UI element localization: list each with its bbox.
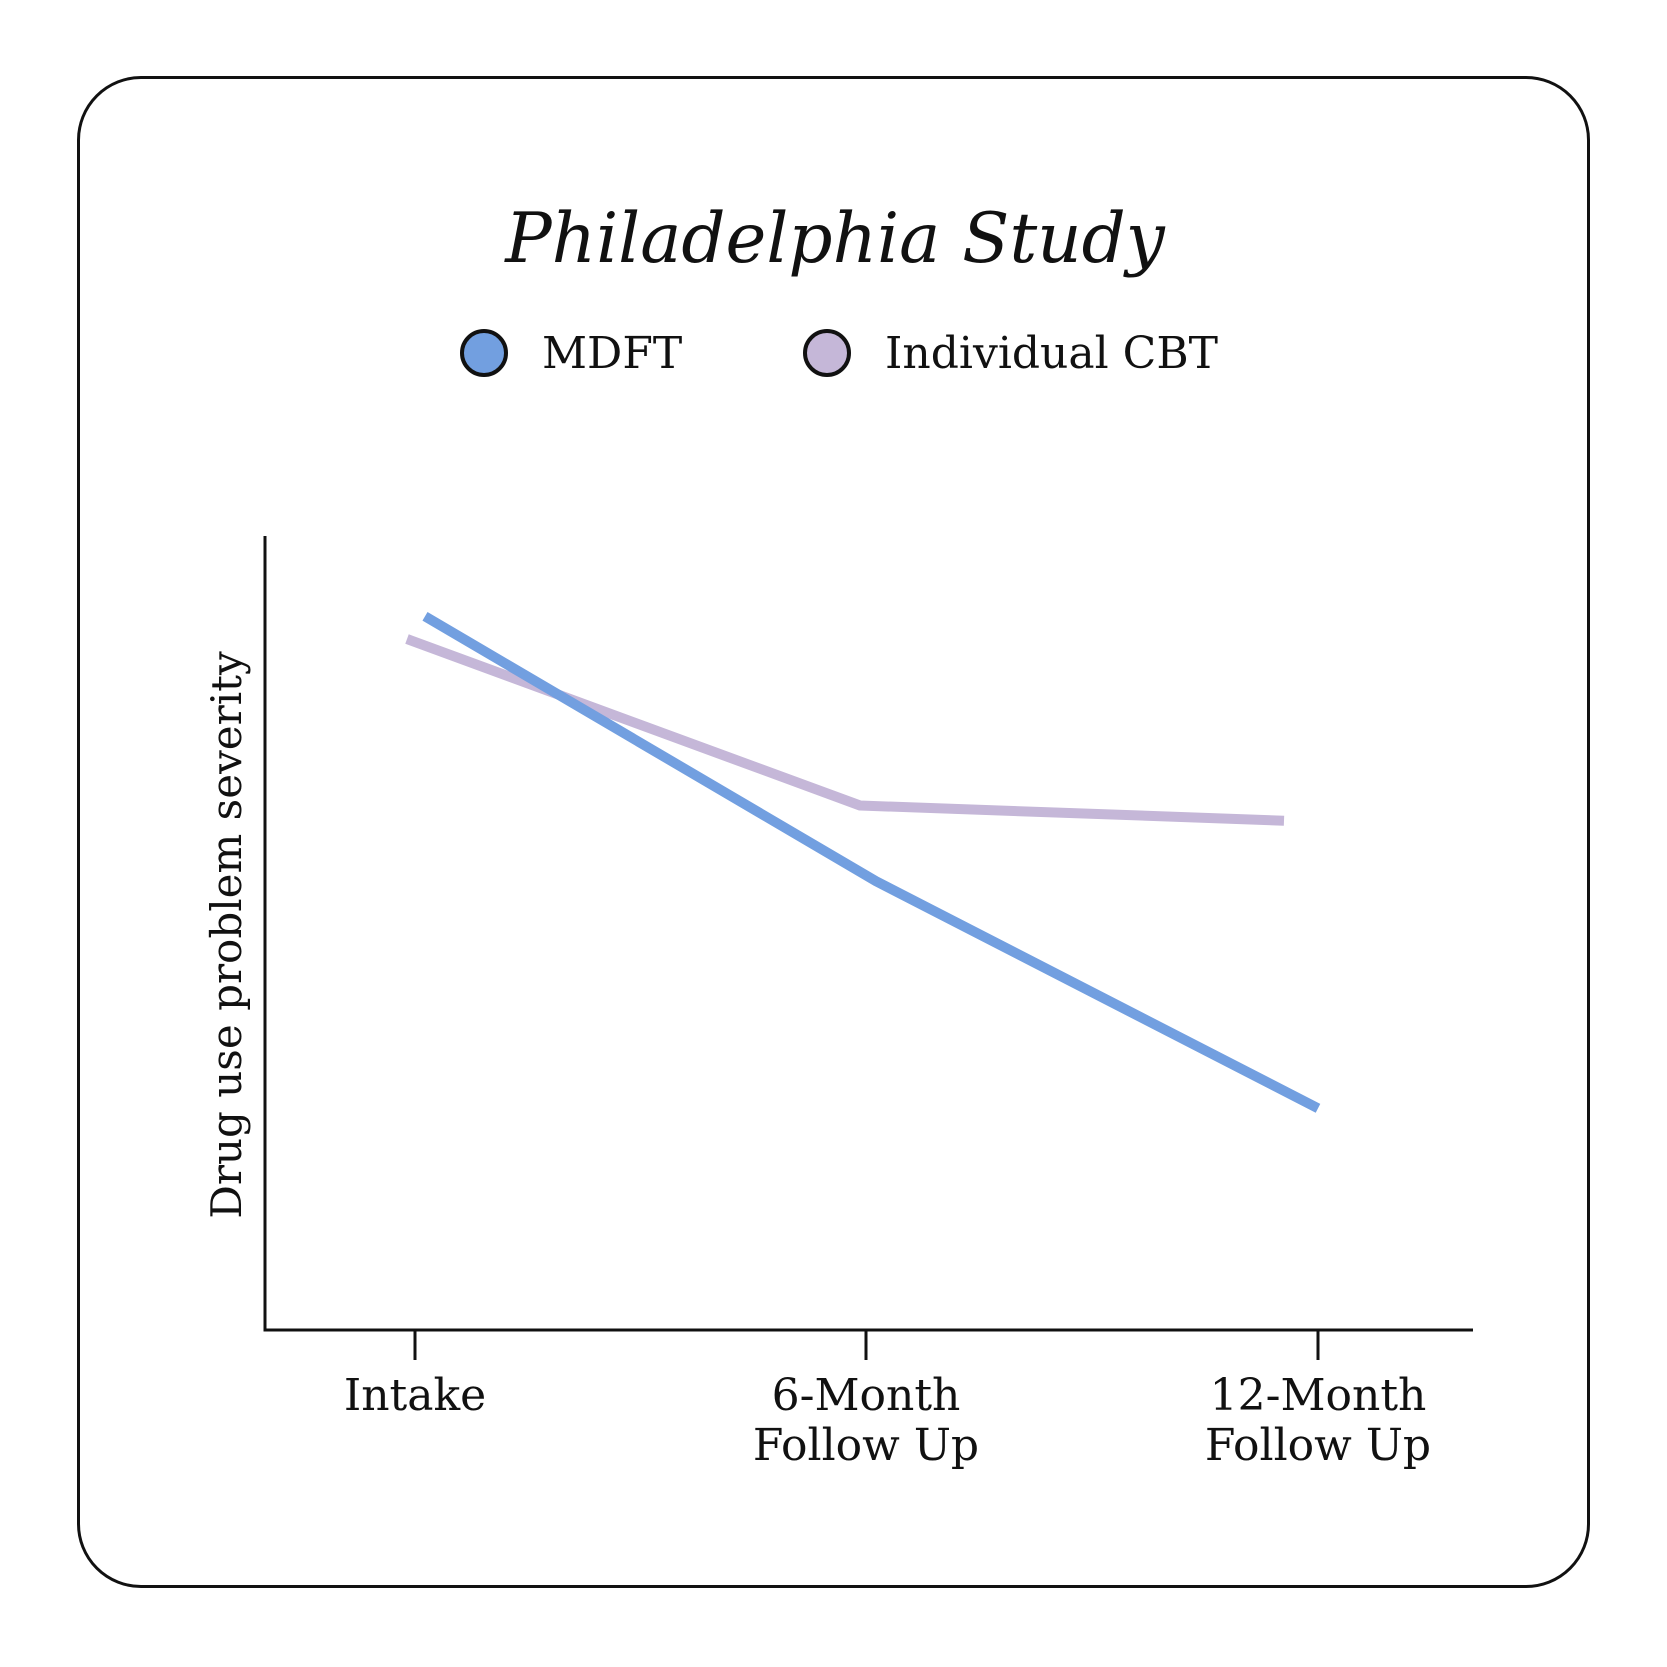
series-lines — [405, 611, 1321, 1113]
legend: MDFT Individual CBT — [460, 328, 1218, 379]
series-line-mdft — [422, 611, 1321, 1113]
x-tick-label: Intake — [344, 1370, 486, 1421]
legend-label-mdft: MDFT — [542, 328, 682, 379]
legend-marker-mdft — [460, 329, 508, 377]
series-line-individual-cbt — [405, 634, 1285, 826]
chart-card — [77, 76, 1590, 1588]
y-axis-label: Drug use problem severity — [202, 651, 251, 1219]
axes: Drug use problem severity — [202, 536, 1473, 1332]
legend-label-individual-cbt: Individual CBT — [885, 328, 1218, 379]
x-tick-label: 12-Month Follow Up — [1205, 1370, 1431, 1471]
chart-title: Philadelphia Study — [503, 199, 1166, 279]
x-ticks: Intake 6-Month Follow Up 12-Month Follow Up — [344, 1330, 1431, 1471]
x-tick-label: 6-Month Follow Up — [753, 1370, 979, 1471]
legend-marker-individual-cbt — [803, 329, 851, 377]
